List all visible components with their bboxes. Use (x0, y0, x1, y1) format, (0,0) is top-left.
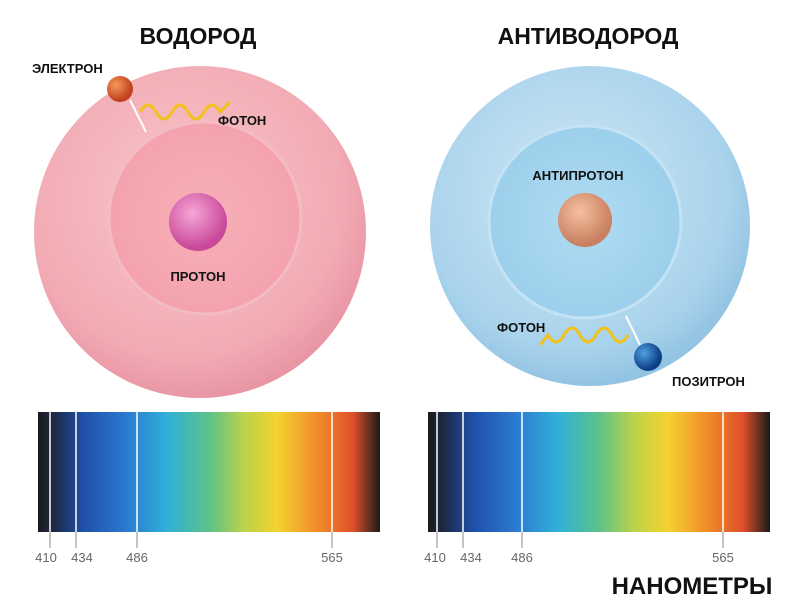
tick-marks (436, 532, 724, 548)
spectrum (428, 412, 770, 532)
proton (169, 193, 227, 251)
tick-label: 410 (35, 550, 57, 565)
tick-label: 486 (126, 550, 148, 565)
nucleus-label: ПРОТОН (170, 269, 225, 284)
transition-arrow (625, 315, 641, 346)
nucleus-label: АНТИПРОТОН (532, 168, 623, 183)
electron-label: ПОЗИТРОН (672, 374, 745, 389)
transition-arrow (129, 99, 147, 133)
photon-wave (538, 326, 630, 346)
tick-label: 410 (424, 550, 446, 565)
tick-label: 434 (460, 550, 482, 565)
panel-title: АНТИВОДОРОД (498, 23, 679, 49)
photon-label: ФОТОН (497, 320, 545, 335)
positron (634, 343, 662, 371)
axis-label: НАНОМЕТРЫ (612, 573, 773, 600)
panel-title: ВОДОРОД (140, 23, 257, 49)
tick-label: 434 (71, 550, 93, 565)
tick-label: 486 (511, 550, 533, 565)
antiproton (558, 193, 612, 247)
tick-marks (49, 532, 333, 548)
electron-label: ЭЛЕКТРОН (32, 61, 103, 76)
spectrum (38, 412, 380, 532)
photon-wave (138, 100, 232, 121)
electron (107, 76, 133, 102)
tick-label: 565 (321, 550, 343, 565)
tick-label: 565 (712, 550, 734, 565)
spectrum-lines (49, 412, 333, 532)
photon-label: ФОТОН (218, 113, 266, 128)
spectrum-lines (436, 412, 724, 532)
